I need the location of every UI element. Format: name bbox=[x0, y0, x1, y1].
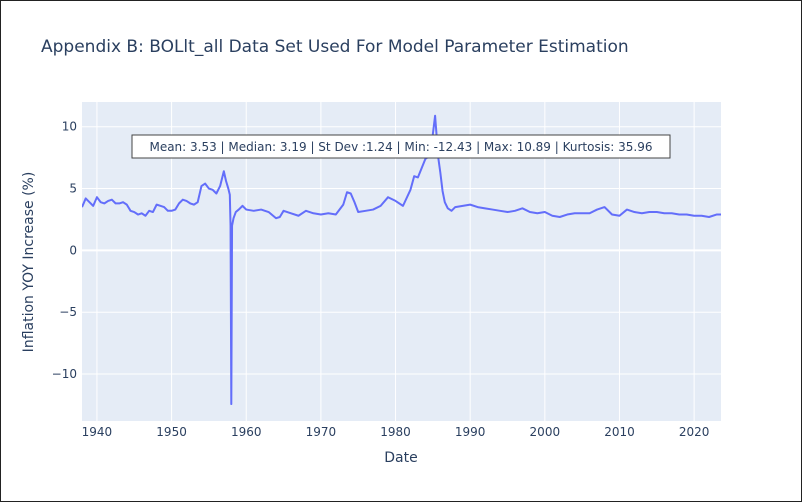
y-gridlines bbox=[82, 126, 721, 375]
y-tick-label: 0 bbox=[69, 243, 77, 257]
stats-annotation-box bbox=[131, 134, 671, 159]
x-tick-label: 1980 bbox=[380, 425, 411, 439]
x-tick-label: 1960 bbox=[231, 425, 262, 439]
y-axis-title: Inflation YOY Increase (%) bbox=[21, 172, 37, 353]
stats-annotation-text: Mean: 3.53 | Median: 3.19 | St Dev :1.24… bbox=[149, 140, 652, 154]
y-tick-label: 10 bbox=[62, 120, 77, 134]
chart-title: Appendix B: BOLlt_all Data Set Used For … bbox=[41, 37, 629, 57]
x-tick-label: 1970 bbox=[306, 425, 337, 439]
y-tick-label: −5 bbox=[59, 305, 77, 319]
x-tick-label: 2010 bbox=[604, 425, 635, 439]
x-tick-label: 2000 bbox=[530, 425, 561, 439]
y-tick-labels: 10 5 0 −5 −10 bbox=[52, 120, 77, 381]
x-tick-label: 1940 bbox=[82, 425, 113, 439]
stats-annotation: Mean: 3.53 | Median: 3.19 | St Dev :1.24… bbox=[131, 134, 671, 159]
inflation-line bbox=[82, 114, 721, 406]
x-tick-label: 2020 bbox=[679, 425, 710, 439]
x-axis-title: Date bbox=[384, 450, 417, 466]
x-tick-label: 1950 bbox=[156, 425, 187, 439]
y-tick-label: 5 bbox=[69, 182, 77, 196]
x-tick-label: 1990 bbox=[455, 425, 486, 439]
x-tick-labels: 1940 1950 1960 1970 1980 1990 2000 2010 2020 bbox=[82, 425, 710, 439]
y-tick-label: −10 bbox=[52, 367, 77, 381]
